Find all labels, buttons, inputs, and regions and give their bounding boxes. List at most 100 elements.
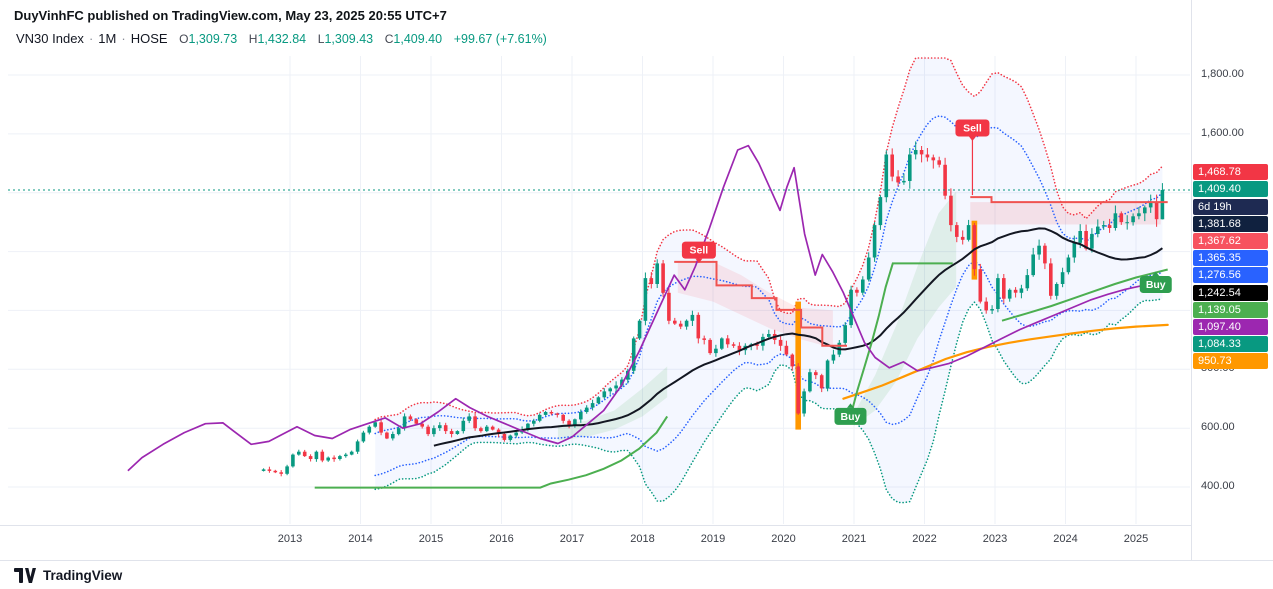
signal-arrow [1152,271,1160,277]
candle-body [1019,288,1024,293]
symbol-exchange[interactable]: HOSE [130,31,168,46]
signal-box[interactable] [955,119,990,137]
candle-body [684,320,689,327]
candle-body [731,344,736,346]
candle-body [737,345,742,351]
candle-body [955,225,959,237]
brand-name[interactable]: TradingView [43,567,123,583]
candle-body [273,470,278,473]
candle-body [702,338,706,340]
symbol-interval[interactable]: 1M [98,31,117,46]
candle-body [872,225,877,258]
candle-body [526,423,530,430]
price-tag: 1,468.78 [1193,163,1268,180]
price-tag: 1,365.35 [1193,250,1268,267]
price-tag: 1,367.62 [1193,233,1268,250]
candle-body [819,375,824,389]
buy-signal-label[interactable]: Buy [834,403,867,425]
candle-body [1066,257,1071,273]
candle-body [490,426,495,430]
candle-body [344,454,348,457]
candle-body [949,195,953,226]
candle-body [1119,213,1124,223]
candle-body [391,434,395,439]
candle-body [579,412,583,420]
candle-body [455,431,460,434]
candle-body [361,432,366,442]
time-axis-year: 2021 [841,533,867,545]
candle-body [1072,242,1077,258]
candle-body [297,451,301,455]
signal-text: Buy [841,411,861,423]
candle-body [690,314,695,321]
buy-signal-label[interactable]: Buy [1139,271,1172,294]
candle-body [655,263,659,284]
signal-box[interactable] [681,241,716,259]
candle-body [385,432,389,439]
change-value: +99.67 (+7.61%) [453,32,547,46]
candle-body [338,456,342,459]
time-axis-year: 2016 [489,533,514,545]
candle-body [825,360,830,389]
signal-text: Buy [1146,279,1166,291]
candle-body [532,420,536,424]
publish-watermark: DuyVinhFC published on TradingView.com, … [14,8,447,23]
candle-body [1137,213,1141,217]
price-axis[interactable]: 1,800.001,600.00800.00600.00400.001,468.… [1191,0,1273,560]
candle-body [808,372,812,392]
price-tag: 950.73 [1193,353,1268,370]
candle-body [814,372,818,376]
logo-v-shape [25,567,36,583]
candle-body [473,416,477,429]
sma-black-line [433,227,1163,447]
price-axis-label: 600.00 [1201,421,1235,434]
purple-overlay-line [127,144,1168,472]
symbol-legend: VN30 Index · 1M · HOSE O1,309.73 H1,432.84 L… [16,31,547,46]
candle-body [984,301,988,311]
candle-body [443,425,448,432]
candle-body [778,339,783,346]
signal-box[interactable] [1139,276,1172,294]
signal-box[interactable] [834,407,867,425]
price-axis-label: 1,600.00 [1201,126,1244,139]
time-axis-year: 2019 [700,533,726,545]
candle-body [1013,289,1018,293]
price-axis-label: 1,800.00 [1201,68,1244,80]
price-tag: 1,242.54 [1193,284,1268,301]
candle-body [608,388,612,392]
sell-signal-label[interactable]: Sell [681,241,716,264]
candle-body [1054,284,1059,296]
time-axis-year: 2022 [912,533,937,545]
close-value: 1,409.40 [393,32,443,46]
close-label: C [384,32,394,46]
candle-body [396,428,401,435]
time-axis-year: 2018 [630,533,655,545]
candlestick-series [261,141,1165,477]
trend-green-line [849,262,953,417]
candle-body [937,160,941,165]
candle-body [831,354,836,361]
price-tag: 1,084.33 [1193,336,1268,353]
sell-signal-label[interactable]: Sell [955,119,990,196]
symbol-name[interactable]: VN30 Index [16,31,84,46]
high-label: H [248,32,258,46]
candle-body [1107,225,1112,228]
candle-body [673,320,677,324]
time-axis[interactable]: 2013 2014 2015 2016 2017 2018 2019 2020 2021 2022… [0,525,1191,561]
candle-body [349,451,354,455]
candle-body [913,150,918,155]
candle-body [796,366,800,414]
candle-body [767,334,771,337]
candle-body [1096,226,1100,234]
candle-body [367,426,372,433]
candle-body [908,154,912,181]
open-value: 1,309.73 [188,32,238,46]
price-tag: 1,409.40 [1193,181,1268,198]
tradingview-logo[interactable] [14,567,36,583]
candle-body [896,176,900,183]
sma-orange-line [842,323,1169,400]
candle-body [855,289,859,293]
candle-body [1101,225,1106,227]
candle-body [637,320,642,339]
